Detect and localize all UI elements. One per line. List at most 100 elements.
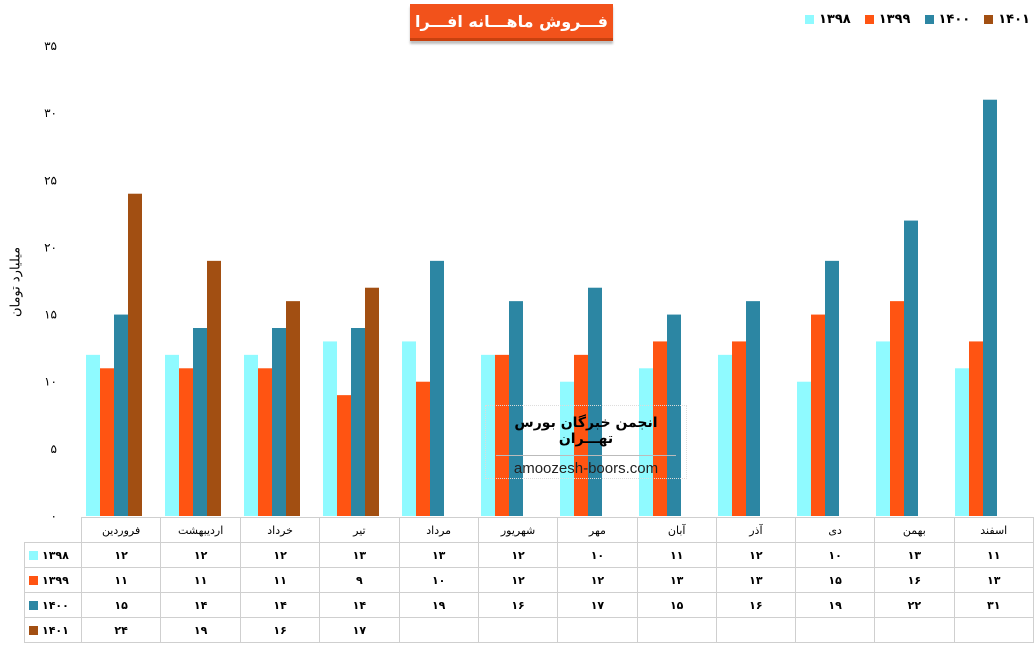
table-cell: ۱۴: [160, 592, 241, 618]
bar-2-7: [667, 314, 681, 516]
bar-1-2: [258, 368, 272, 516]
bar-1-8: [732, 341, 746, 516]
bar-2-2: [272, 328, 286, 516]
table-cell: ۱۹: [160, 617, 241, 643]
table-cell: ۱۳: [715, 567, 797, 593]
category-label: آذر: [715, 517, 797, 543]
y-tick-label: ۲۰: [44, 240, 57, 254]
table-cell: ۱۵: [80, 592, 162, 618]
category-label: مرداد: [398, 517, 479, 543]
legend-swatch-1399: [864, 15, 874, 24]
table-cell: ۱۹: [794, 592, 876, 618]
table-corner: [25, 518, 82, 543]
bar-0-10: [876, 341, 890, 516]
bar-0-1: [165, 354, 179, 516]
watermark-divider: [496, 455, 676, 456]
bar-3-1: [207, 260, 221, 516]
bar-1-6: [574, 354, 588, 516]
table-cell: [953, 617, 1034, 643]
table-cell: ۱۴: [319, 592, 400, 618]
table-cell: ۲۲: [874, 592, 955, 618]
legend-item-1401: ۱۴۰۱: [984, 12, 1030, 27]
table-cell: ۱۵: [636, 592, 717, 618]
table-row: ۱۳۹۸ ۱۲ ۱۲ ۱۲ ۱۳ ۱۳ ۱۲ ۱۰ ۱۱ ۱۲ ۱۰ ۱۳ ۱۱: [24, 542, 1034, 568]
category-label: بهمن: [874, 517, 955, 543]
bar-2-10: [904, 220, 918, 517]
legend: ۱۳۹۸ ۱۳۹۹ ۱۴۰۰ ۱۴۰۱: [805, 12, 1030, 27]
table-cell: ۱۶: [874, 567, 955, 593]
table-cell: ۱۳: [874, 542, 955, 568]
table-cell: ۱۳: [953, 567, 1034, 593]
table-cell: [477, 617, 559, 643]
table-cell: ۱۶: [239, 617, 321, 643]
table-row-header: ۱۳۹۹: [24, 567, 82, 593]
table-cell: ۳۱: [953, 592, 1034, 618]
series-name: ۱۳۹۹: [42, 573, 69, 587]
table-cell: ۱۳: [319, 542, 400, 568]
table-cell: [715, 617, 797, 643]
table-cell: ۱۱: [80, 567, 162, 593]
table-cell: ۱۵: [794, 567, 876, 593]
bar-2-11: [983, 99, 997, 516]
y-tick-label: ۳۵: [44, 39, 57, 53]
table-cell: ۱۳: [398, 542, 479, 568]
category-label: اسفند: [953, 517, 1034, 543]
bar-2-4: [430, 260, 444, 516]
table-row: ۱۳۹۹ ۱۱ ۱۱ ۱۱ ۹ ۱۰ ۱۲ ۱۲ ۱۳ ۱۳ ۱۵ ۱۶ ۱۳: [24, 567, 1034, 593]
series-swatch: [29, 551, 38, 560]
bar-2-0: [114, 314, 128, 516]
y-tick-label: ۵: [51, 442, 57, 456]
category-label: شهریور: [477, 517, 559, 543]
watermark-url: amoozesh-boors.com: [513, 460, 659, 477]
legend-label-1400: ۱۴۰۰: [938, 12, 971, 27]
bar-1-11: [969, 341, 983, 516]
legend-swatch-1398: [805, 15, 814, 24]
legend-label-1401: ۱۴۰۱: [998, 12, 1030, 27]
table-cell: [874, 617, 955, 643]
legend-item-1400: ۱۴۰۰: [924, 12, 971, 27]
table-cell: ۲۴: [80, 617, 162, 643]
series-swatch: [29, 601, 38, 610]
category-label: مهر: [557, 517, 638, 543]
table-cell: ۹: [319, 567, 400, 593]
table-cell: ۱۶: [715, 592, 797, 618]
bar-2-6: [588, 287, 602, 516]
watermark: انجمن خبرگان بورس تهـــران amoozesh-boor…: [485, 405, 687, 479]
bar-3-0: [128, 193, 142, 516]
y-tick-label: ۱۵: [44, 308, 57, 322]
table-cell: [398, 617, 479, 643]
legend-label-1398: ۱۳۹۸: [819, 12, 851, 27]
bar-1-0: [100, 368, 114, 516]
bar-0-11: [955, 368, 969, 516]
bar-0-6: [560, 381, 574, 516]
table-cell: ۱۱: [239, 567, 321, 593]
table-cell: ۱۴: [239, 592, 321, 618]
bar-0-3: [323, 341, 337, 516]
data-table: فروردین اردیبهشت خرداد تیر مرداد شهریور مهر آبا…: [24, 517, 1034, 643]
bar-0-9: [797, 381, 811, 516]
series-name: ۱۴۰۰: [42, 598, 69, 612]
category-label: فروردین: [80, 517, 162, 543]
table-cell: ۱۰: [794, 542, 876, 568]
legend-item-1398: ۱۳۹۸: [805, 12, 851, 27]
bar-0-2: [244, 354, 258, 516]
series-swatch: [29, 626, 38, 635]
legend-label-1399: ۱۳۹۹: [878, 12, 911, 27]
series-name: ۱۴۰۱: [42, 623, 69, 637]
table-cell: [557, 617, 638, 643]
category-label: اردیبهشت: [160, 517, 241, 543]
table-cell: ۱۲: [477, 567, 559, 593]
bar-0-4: [402, 341, 416, 516]
bar-1-10: [890, 301, 904, 516]
table-header-row: فروردین اردیبهشت خرداد تیر مرداد شهریور مهر آبا…: [25, 517, 1034, 543]
table-cell: ۱۶: [477, 592, 559, 618]
table-cell: [794, 617, 876, 643]
bar-0-8: [718, 354, 732, 516]
table-cell: ۱۰: [557, 542, 638, 568]
table-cell: ۱۱: [636, 542, 717, 568]
table-row-header: ۱۴۰۰: [24, 592, 82, 618]
bar-1-5: [495, 354, 509, 516]
bar-0-5: [481, 354, 495, 516]
y-tick-label: ۲۵: [44, 173, 57, 187]
y-tick-label: ۳۰: [44, 106, 57, 120]
